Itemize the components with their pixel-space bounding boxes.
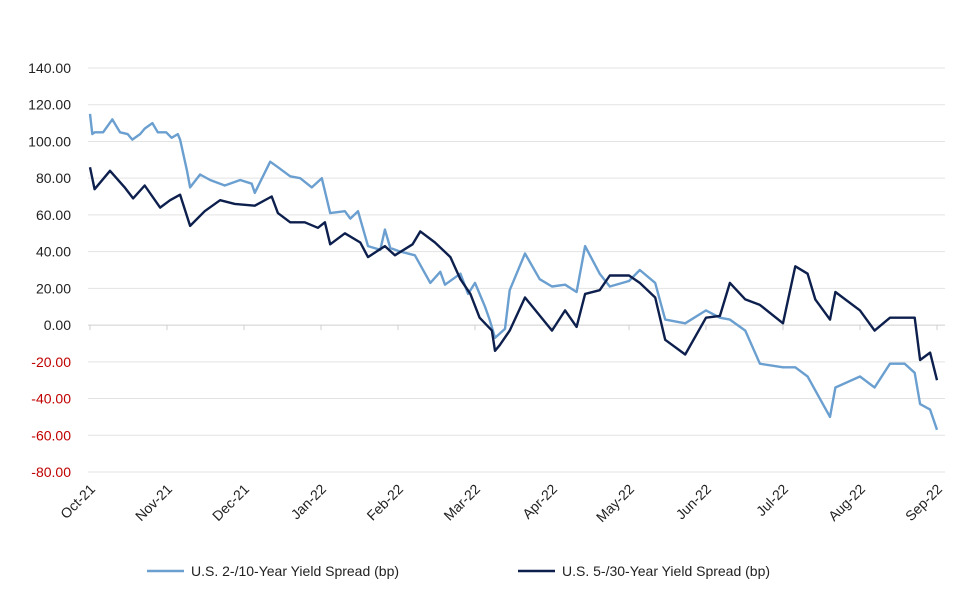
x-tick-label: Sep-22 xyxy=(902,481,945,524)
series-lines xyxy=(88,113,939,431)
y-tick-label: 0.00 xyxy=(44,317,71,333)
gridlines xyxy=(88,67,945,473)
series-line-2-10 xyxy=(88,113,939,431)
y-tick-label: 100.00 xyxy=(28,133,71,149)
x-tick-label: Dec-21 xyxy=(209,481,252,524)
y-tick-label: -80.00 xyxy=(31,464,71,480)
series-line-5-30 xyxy=(88,166,939,381)
x-tick-label: Mar-22 xyxy=(440,481,483,524)
y-axis-labels: 140.00 120.00 100.00 80.00 60.00 40.00 20.00 0.… xyxy=(28,60,71,480)
y-tick-label: 80.00 xyxy=(36,170,71,186)
x-tick-label: Oct-21 xyxy=(57,481,98,522)
y-tick-label: 60.00 xyxy=(36,207,71,223)
x-axis-labels: Oct-21 Nov-21 Dec-21 Jan-22 Feb-22 Mar-22 Apr-… xyxy=(57,481,945,525)
legend-label: U.S. 2-/10-Year Yield Spread (bp) xyxy=(191,563,399,579)
x-tick-label: Apr-22 xyxy=(519,481,560,522)
y-tick-label: 120.00 xyxy=(28,97,71,113)
x-tick-label: Jan-22 xyxy=(288,481,330,523)
legend: U.S. 2-/10-Year Yield Spread (bp) U.S. 5-… xyxy=(147,563,770,579)
x-tick-label: Jun-22 xyxy=(673,481,715,523)
x-tick-label: Feb-22 xyxy=(363,481,406,524)
x-tick-label: Jul-22 xyxy=(753,481,791,519)
y-tick-label: -60.00 xyxy=(31,427,71,443)
y-tick-label: -20.00 xyxy=(31,354,71,370)
y-tick-label: -40.00 xyxy=(31,391,71,407)
y-tick-label: 40.00 xyxy=(36,244,71,260)
y-tick-label: 20.00 xyxy=(36,280,71,296)
legend-label: U.S. 5-/30-Year Yield Spread (bp) xyxy=(562,563,770,579)
x-tick-label: Nov-21 xyxy=(132,481,175,524)
x-tick-label: Aug-22 xyxy=(825,481,868,524)
x-tick-label: May-22 xyxy=(593,481,637,525)
y-tick-label: 140.00 xyxy=(28,60,71,76)
